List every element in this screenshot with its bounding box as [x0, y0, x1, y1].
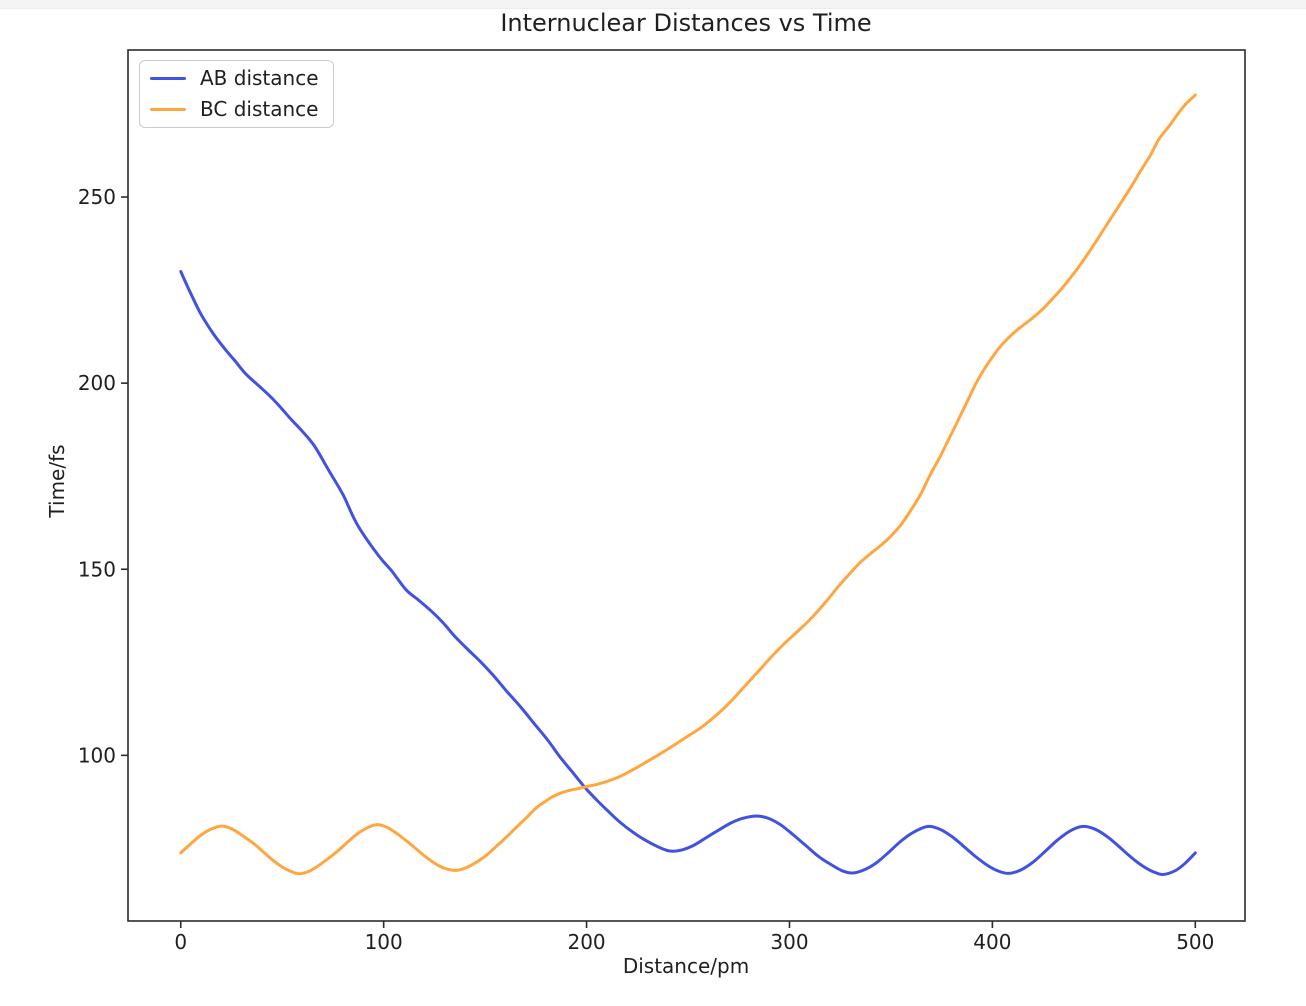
x-tick-label: 0	[174, 930, 187, 954]
legend-label-ab: AB distance	[200, 66, 319, 90]
legend-label-bc: BC distance	[200, 97, 319, 121]
x-axis-label: Distance/pm	[623, 954, 749, 978]
x-tick-label: 400	[973, 930, 1011, 954]
series-lines	[179, 93, 1197, 876]
y-tick-label: 200	[78, 371, 116, 395]
x-tick-label: 300	[770, 930, 808, 954]
legend-line-swatch-bc	[150, 108, 186, 111]
legend: AB distance BC distance	[139, 60, 334, 128]
x-tick-label: 500	[1176, 930, 1214, 954]
legend-item-ab: AB distance	[150, 67, 319, 90]
y-tick-label: 250	[78, 185, 116, 209]
axis-ticks: 0 100 200 300 400 500 100 150 200 250	[78, 185, 1215, 954]
top-strip	[0, 0, 1306, 9]
legend-item-bc: BC distance	[150, 98, 319, 121]
y-axis-label: Time/fs	[45, 444, 69, 518]
x-tick-label: 200	[567, 930, 605, 954]
series-line-bc-distance	[179, 93, 1197, 876]
y-tick-label: 100	[78, 743, 116, 767]
x-tick-label: 100	[365, 930, 403, 954]
plot-area	[127, 49, 1246, 922]
y-tick-label: 150	[78, 557, 116, 581]
series-line-ab-distance	[179, 270, 1197, 876]
chart-title: Internuclear Distances vs Time	[500, 9, 871, 37]
legend-line-swatch-ab	[150, 77, 186, 80]
